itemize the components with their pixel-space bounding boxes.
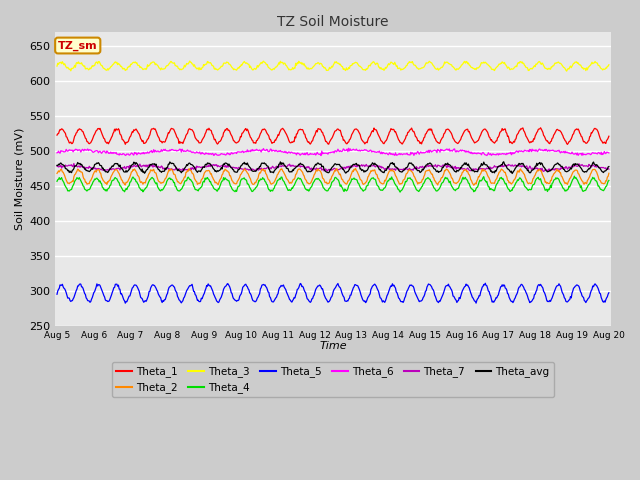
Theta_avg — [605, 164, 612, 169]
Theta_3 — [563, 68, 570, 74]
Theta_7 — [417, 164, 425, 170]
Theta_2 — [417, 180, 425, 185]
Theta_1 — [53, 132, 61, 138]
Theta_5 — [120, 297, 127, 302]
Theta_3 — [120, 65, 127, 71]
Theta_2 — [205, 168, 213, 173]
Theta_5 — [177, 299, 184, 305]
Theta_1 — [176, 139, 184, 144]
Theta_4 — [570, 173, 578, 179]
Theta_4 — [417, 186, 425, 192]
Theta_6 — [176, 146, 184, 152]
Theta_2 — [53, 170, 61, 176]
Theta_6 — [120, 151, 127, 157]
Text: TZ_sm: TZ_sm — [58, 40, 97, 51]
Line: Theta_1: Theta_1 — [57, 128, 609, 144]
Theta_4 — [605, 178, 612, 183]
Theta_avg — [400, 168, 408, 173]
Theta_5 — [206, 283, 214, 289]
Theta_6 — [63, 148, 71, 154]
Theta_7 — [206, 164, 214, 169]
Theta_2 — [120, 180, 127, 185]
Theta_6 — [418, 150, 426, 156]
Theta_4 — [63, 186, 71, 192]
Theta_2 — [470, 182, 477, 188]
Theta_avg — [508, 171, 516, 177]
Theta_4 — [401, 181, 408, 187]
Theta_6 — [205, 152, 213, 157]
Theta_avg — [120, 169, 127, 175]
Line: Theta_4: Theta_4 — [57, 176, 609, 192]
X-axis label: Time: Time — [319, 341, 347, 351]
Line: Theta_2: Theta_2 — [57, 168, 609, 185]
Theta_1 — [416, 141, 424, 146]
Theta_3 — [417, 66, 425, 72]
Theta_1 — [564, 142, 572, 147]
Theta_avg — [63, 166, 71, 172]
Line: Theta_3: Theta_3 — [57, 61, 609, 71]
Theta_6 — [605, 150, 612, 156]
Line: Theta_avg: Theta_avg — [57, 162, 609, 174]
Theta_7 — [401, 167, 408, 173]
Theta_7 — [70, 161, 77, 167]
Theta_7 — [121, 164, 129, 169]
Theta_1 — [63, 134, 71, 140]
Theta_4 — [176, 188, 184, 194]
Theta_5 — [417, 298, 425, 304]
Theta_4 — [53, 179, 61, 184]
Theta_1 — [205, 125, 213, 131]
Theta_3 — [176, 67, 184, 72]
Title: TZ Soil Moisture: TZ Soil Moisture — [277, 15, 388, 29]
Line: Theta_7: Theta_7 — [57, 164, 609, 171]
Theta_7 — [63, 163, 71, 169]
Theta_6 — [317, 153, 325, 158]
Theta_5 — [481, 280, 489, 286]
Theta_5 — [401, 295, 408, 301]
Theta_3 — [206, 60, 214, 66]
Theta_1 — [120, 138, 127, 144]
Legend: Theta_1, Theta_2, Theta_3, Theta_4, Theta_5, Theta_6, Theta_7, Theta_avg: Theta_1, Theta_2, Theta_3, Theta_4, Thet… — [112, 362, 554, 397]
Theta_avg — [416, 170, 424, 176]
Theta_6 — [345, 145, 353, 151]
Theta_avg — [205, 161, 213, 167]
Theta_7 — [540, 168, 547, 174]
Theta_5 — [605, 290, 612, 296]
Theta_2 — [63, 179, 71, 184]
Theta_4 — [120, 188, 127, 193]
Theta_3 — [53, 63, 61, 69]
Theta_3 — [401, 65, 408, 71]
Theta_avg — [53, 163, 61, 168]
Theta_7 — [53, 163, 61, 169]
Line: Theta_6: Theta_6 — [57, 148, 609, 156]
Theta_3 — [63, 65, 71, 71]
Theta_7 — [177, 167, 184, 172]
Theta_2 — [401, 176, 408, 182]
Theta_3 — [605, 62, 612, 68]
Theta_3 — [186, 58, 194, 64]
Theta_7 — [605, 166, 612, 172]
Y-axis label: Soil Moisture (mV): Soil Moisture (mV) — [15, 128, 25, 230]
Theta_avg — [500, 159, 508, 165]
Theta_2 — [352, 166, 360, 171]
Line: Theta_5: Theta_5 — [57, 283, 609, 303]
Theta_2 — [605, 170, 612, 176]
Theta_5 — [53, 291, 61, 297]
Theta_1 — [605, 133, 612, 139]
Theta_6 — [402, 151, 410, 157]
Theta_4 — [205, 177, 213, 182]
Theta_4 — [396, 189, 404, 195]
Theta_6 — [53, 150, 61, 156]
Theta_2 — [176, 180, 184, 186]
Theta_5 — [63, 293, 71, 299]
Theta_1 — [537, 125, 545, 131]
Theta_1 — [400, 138, 408, 144]
Theta_avg — [176, 168, 184, 174]
Theta_5 — [122, 300, 129, 306]
